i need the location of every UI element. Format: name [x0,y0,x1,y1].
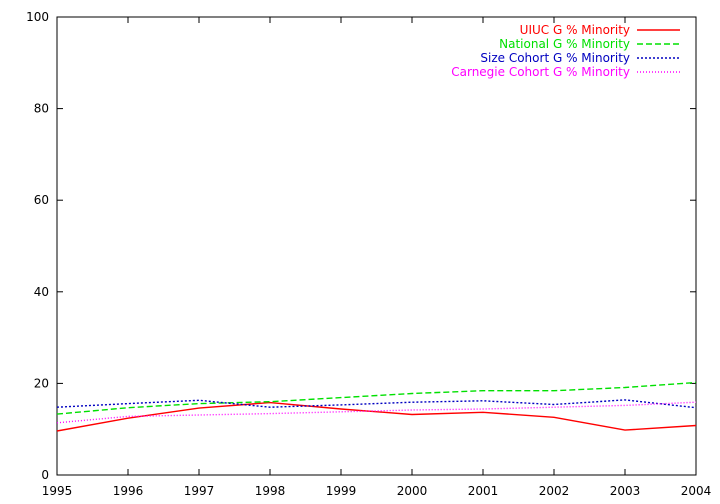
y-tick-label: 0 [41,468,49,482]
y-tick-label: 20 [34,376,49,390]
plot-frame [56,16,697,476]
x-tick-label: 1996 [113,484,144,498]
legend-label: UIUC G % Minority [520,23,630,37]
series-line-2 [56,381,697,415]
y-tick-label: 40 [34,285,49,299]
x-tick-label: 1995 [42,484,73,498]
x-axis: 1995 1996 1997 1998 1999 2000 2001 2002 2003 2004 [42,17,712,498]
x-tick-label: 2003 [610,484,641,498]
series-line-3 [56,399,697,409]
legend-label: Carnegie Cohort G % Minority [451,65,630,79]
y-tick-label: 100 [26,10,49,24]
x-tick-label: 2002 [539,484,570,498]
x-tick-label: 1999 [326,484,357,498]
series-line-1 [56,401,697,432]
legend-label: National G % Minority [499,37,630,51]
y-tick-label: 80 [34,102,49,116]
x-tick-label: 2001 [468,484,499,498]
y-tick-label: 60 [34,193,49,207]
y-axis: 0 20 40 60 80 100 [26,10,696,482]
legend-label: Size Cohort G % Minority [480,51,630,65]
series-line-4 [56,401,697,424]
x-tick-label: 2004 [681,484,712,498]
x-tick-label: 2000 [397,484,428,498]
x-tick-label: 1997 [184,484,215,498]
series-lines [56,381,697,432]
x-tick-label: 1998 [255,484,286,498]
